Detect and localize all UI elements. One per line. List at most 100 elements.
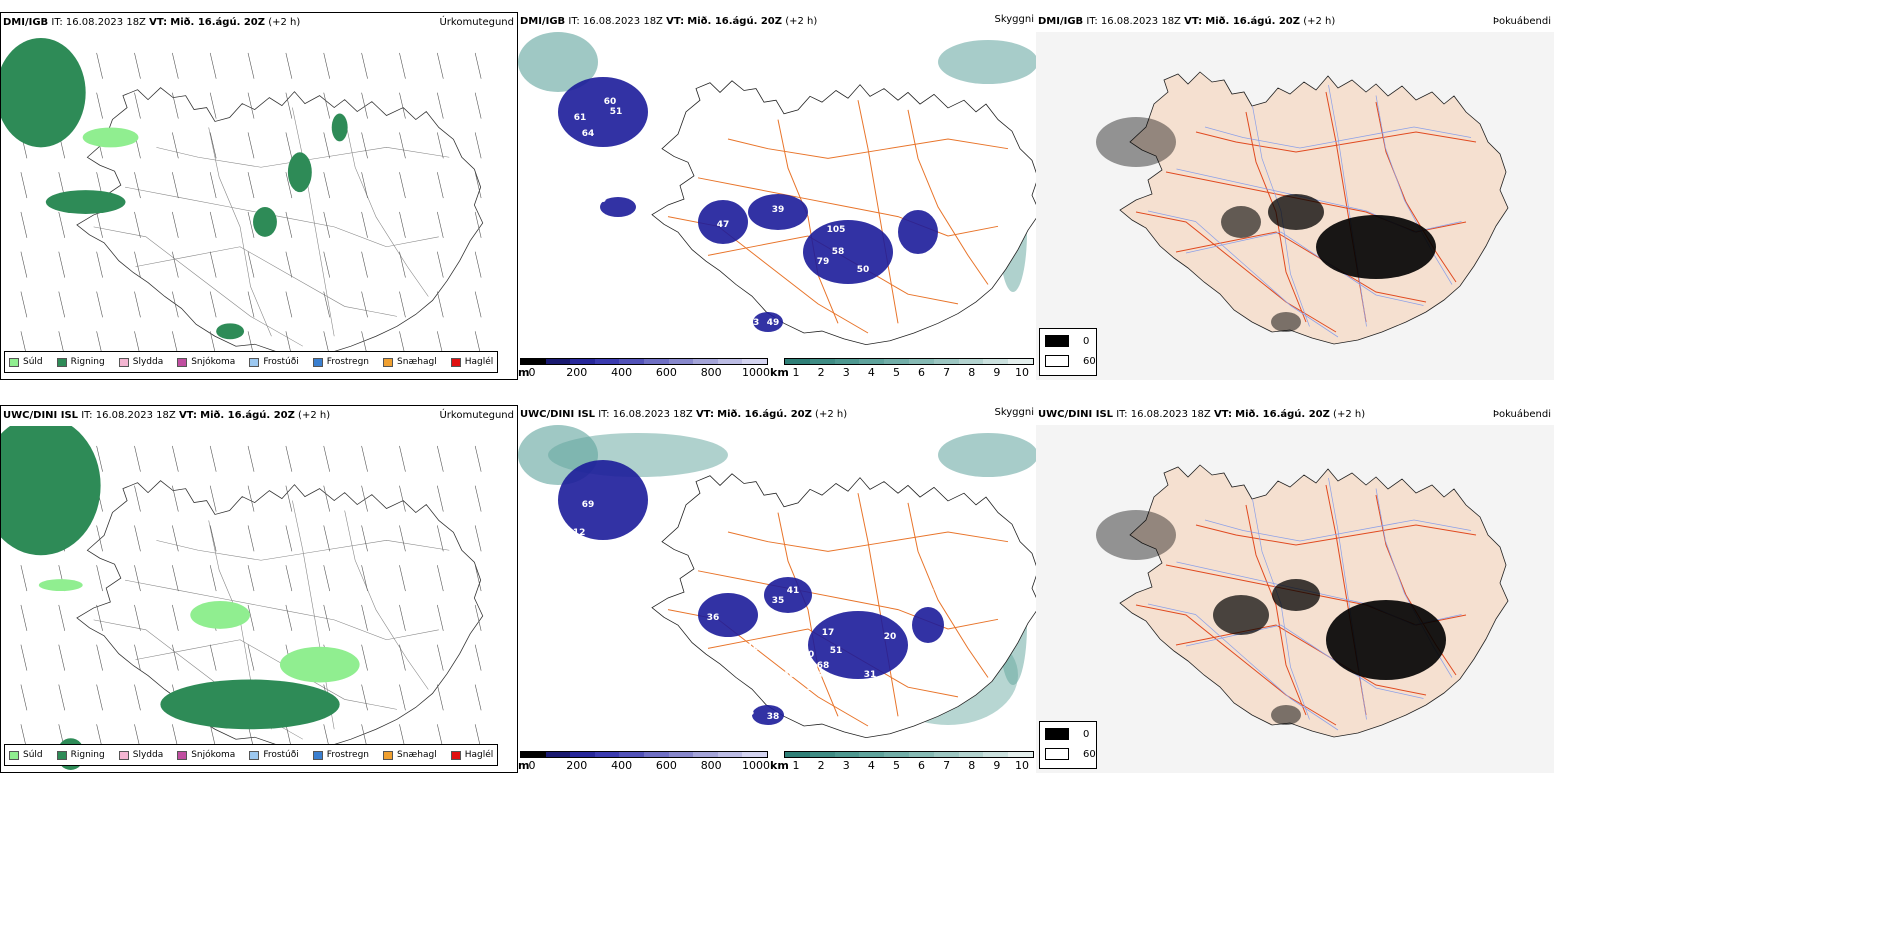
wind-barb [247, 485, 255, 512]
legend-label: Frostregn [326, 750, 370, 760]
model-name: DMI/IGB [3, 17, 49, 28]
road-line [135, 246, 398, 317]
ceiling-value-label: 43 [794, 633, 807, 643]
it-label: IT: [51, 17, 63, 28]
wind-barb [361, 251, 368, 278]
road-line [907, 109, 989, 285]
lead-time: (+2 h) [1303, 16, 1336, 27]
legend-label: 0 [1083, 335, 1090, 347]
legend-label: Haglél [464, 750, 494, 760]
wind-barb [474, 604, 482, 631]
wind-barb [172, 211, 179, 238]
low-ceiling-area [698, 200, 748, 244]
legend-swatch [118, 750, 129, 760]
ceiling-value-label: 35 [742, 708, 755, 718]
wind-barb [134, 525, 141, 552]
colorbar-bin [594, 359, 620, 364]
road-line [1245, 504, 1307, 716]
it-label: IT: [81, 410, 93, 421]
legend-swatch [450, 750, 461, 760]
road-line [344, 510, 429, 690]
legend-item: Frostregn [312, 357, 369, 367]
wind-barb [361, 291, 368, 318]
colorbar-tick: 2 [817, 366, 825, 379]
road-line [292, 107, 335, 337]
legend-item: Súld [9, 357, 43, 367]
visibility-colorbar: km 1 2 3 4 5 6 7 8 9 10 [770, 358, 1035, 380]
legend-label: 0 [1083, 728, 1090, 740]
wind-barb [437, 52, 444, 79]
wind-barb [209, 565, 217, 592]
wind-barb [209, 211, 217, 238]
colorbar-tick: 10 [1015, 759, 1029, 772]
fog-legend-item: 60 [1045, 355, 1096, 367]
colorbar-tick: 1000 [742, 759, 770, 772]
low-ceiling-area [600, 197, 636, 217]
ceiling-value-label: 10 [677, 190, 690, 200]
vt-label: VT: [666, 16, 685, 27]
ceiling-value-label: 47 [717, 220, 730, 230]
wind-barb [323, 485, 331, 512]
road-line [208, 127, 272, 337]
wind-barb [20, 604, 28, 631]
legend-swatch [177, 357, 188, 367]
rain-area [253, 206, 277, 237]
fog-panel-top: DMI/IGB IT: 16.08.2023 18Z VT: Mið. 16.á… [1036, 12, 1554, 380]
fog-legend-item: 60 [1045, 748, 1096, 760]
road-line [1375, 494, 1457, 676]
wind-barb [209, 52, 217, 79]
legend-swatch [312, 750, 323, 760]
legend-label: Rigning [70, 750, 105, 760]
colorbar-unit: m [518, 759, 530, 772]
wind-barb [96, 211, 103, 238]
legend-label: 60 [1083, 355, 1096, 367]
ceiling-value-label: 112 [567, 528, 586, 538]
visibility-colorbar: km 1 2 3 4 5 6 7 8 9 10 [770, 751, 1035, 773]
legend-label: Súld [23, 357, 43, 367]
wind-barb [399, 52, 406, 79]
colorbar-bin [908, 359, 934, 364]
ceiling-value-label: 61 [574, 113, 587, 123]
legend-swatch [450, 357, 461, 367]
colorbar-tick: 6 [918, 366, 926, 379]
precip-panel-bottom: UWC/DINI ISL IT: 16.08.2023 18Z VT: Mið.… [0, 405, 518, 773]
wind-barb [209, 132, 217, 159]
colorbar-tick: 1 [792, 759, 800, 772]
legend-swatch [9, 750, 19, 760]
wind-barb [437, 525, 444, 552]
fog-area [1316, 215, 1436, 279]
legend-label: Snæhagl [397, 357, 437, 367]
wind-barb [399, 172, 406, 199]
wind-barb [172, 132, 179, 159]
model-name: UWC/DINI ISL [1038, 409, 1114, 420]
wind-barb [474, 644, 482, 671]
low-ceiling-area [764, 577, 812, 613]
colorbar-unit: km [770, 759, 789, 772]
ceiling-value-label: 85 [624, 70, 637, 80]
wind-barb [474, 565, 482, 592]
road-line [1135, 211, 1337, 333]
road-line [1195, 524, 1477, 546]
wind-barb [361, 92, 368, 119]
ceiling-value-label: 38 [767, 712, 780, 722]
legend-item: Rigning [56, 750, 105, 760]
wind-barb [323, 52, 331, 79]
wind-barb [323, 604, 331, 631]
road-line [124, 579, 439, 641]
wind-barb [285, 604, 293, 631]
wind-barb [172, 92, 179, 119]
low-ceiling-area [698, 593, 758, 637]
legend-label: Slydda [132, 750, 164, 760]
wind-barb [361, 684, 368, 711]
wind-barb [437, 644, 444, 671]
wind-barb [172, 52, 179, 79]
colorbar-bin [570, 752, 595, 757]
colorbar-tick: 4 [867, 366, 875, 379]
precip-map [1, 33, 517, 379]
it-label: IT: [598, 409, 610, 420]
road-line [1204, 126, 1472, 149]
colorbar-tick: 2 [817, 759, 825, 772]
vt-label: VT: [1184, 16, 1203, 27]
wind-barb [474, 684, 482, 711]
wind-barb [96, 684, 103, 711]
